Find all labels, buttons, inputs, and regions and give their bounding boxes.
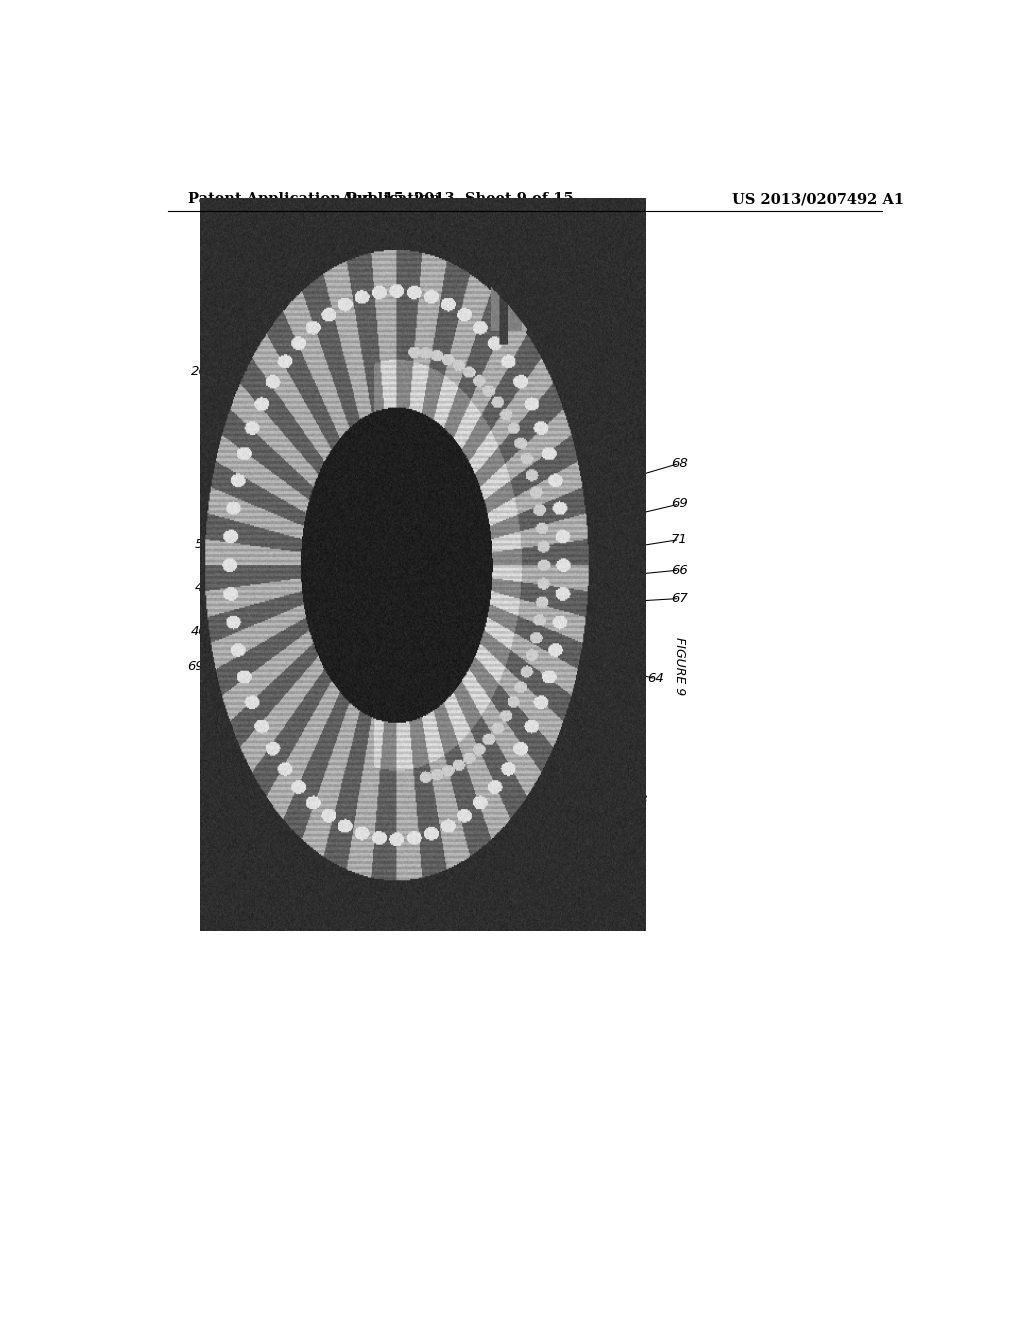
Text: Patent Application Publication: Patent Application Publication — [187, 191, 439, 206]
Text: 26: 26 — [191, 366, 208, 379]
Text: US 2013/0207492 A1: US 2013/0207492 A1 — [732, 191, 904, 206]
Text: 58: 58 — [366, 308, 382, 321]
Text: 69: 69 — [187, 660, 204, 673]
Text: 64: 64 — [647, 672, 665, 685]
Text: Aug. 15, 2013  Sheet 9 of 15: Aug. 15, 2013 Sheet 9 of 15 — [341, 191, 573, 206]
Text: 8: 8 — [203, 784, 212, 797]
Text: 68: 68 — [671, 457, 688, 470]
Text: 41: 41 — [195, 581, 212, 594]
Text: 52: 52 — [480, 883, 498, 896]
Text: 69: 69 — [671, 498, 688, 511]
Text: 43: 43 — [632, 795, 648, 808]
Text: 67: 67 — [671, 591, 688, 605]
Text: 71: 71 — [671, 533, 688, 546]
Text: 40: 40 — [191, 624, 208, 638]
Text: 66: 66 — [671, 564, 688, 577]
Text: 52: 52 — [195, 539, 212, 552]
Text: 66: 66 — [509, 284, 525, 297]
Text: 34: 34 — [564, 289, 581, 302]
Text: FIGURE 9: FIGURE 9 — [673, 638, 686, 696]
